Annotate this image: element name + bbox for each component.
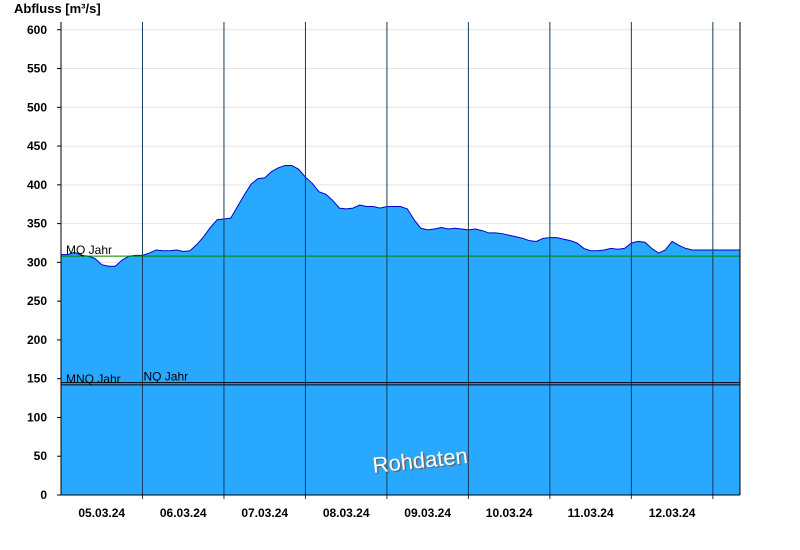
discharge-area <box>61 165 740 496</box>
x-tick-label: 11.03.24 <box>568 506 614 520</box>
y-axis-label: Abfluss [m³/s] <box>14 1 101 16</box>
x-tick-label: 07.03.24 <box>241 506 288 520</box>
y-tick-label: 600 <box>27 23 47 37</box>
reference-line-label: MNQ Jahr <box>66 372 121 386</box>
y-tick-label: 550 <box>27 62 47 76</box>
y-tick-label: 100 <box>27 410 47 424</box>
axes <box>57 22 741 496</box>
x-tick-label: 08.03.24 <box>323 506 370 520</box>
y-tick-label: 150 <box>27 372 47 386</box>
y-tick-label: 50 <box>34 449 48 463</box>
x-tick-label: 12.03.24 <box>649 506 696 520</box>
y-tick-label: 0 <box>40 488 47 502</box>
y-tick-label: 200 <box>27 333 47 347</box>
x-tick-label: 06.03.24 <box>160 506 207 520</box>
reference-line-label: NQ Jahr <box>143 370 188 384</box>
y-tick-label: 300 <box>27 255 47 269</box>
x-tick-label: 10.03.24 <box>486 506 533 520</box>
y-tick-labels: 0 50 100 150 200 250 300 350 400 450 500 550 600 <box>27 23 61 502</box>
y-tick-label: 250 <box>27 294 47 308</box>
reference-line-label: MQ Jahr <box>66 243 112 257</box>
reference-lines: MQ Jahr MNQ Jahr NQ Jahr <box>61 243 740 386</box>
day-separator-lines <box>141 22 714 499</box>
x-tick-label: 05.03.24 <box>78 506 125 520</box>
y-tick-label: 450 <box>27 139 47 153</box>
discharge-line <box>61 164 740 267</box>
y-tick-label: 400 <box>27 178 47 192</box>
y-tick-label: 500 <box>27 100 47 114</box>
x-tick-labels: 05.03.24 06.03.24 07.03.24 08.03.24 09.03.24… <box>78 506 695 520</box>
x-tick-label: 09.03.24 <box>404 506 451 520</box>
y-tick-label: 350 <box>27 217 47 231</box>
series-area <box>61 164 740 496</box>
